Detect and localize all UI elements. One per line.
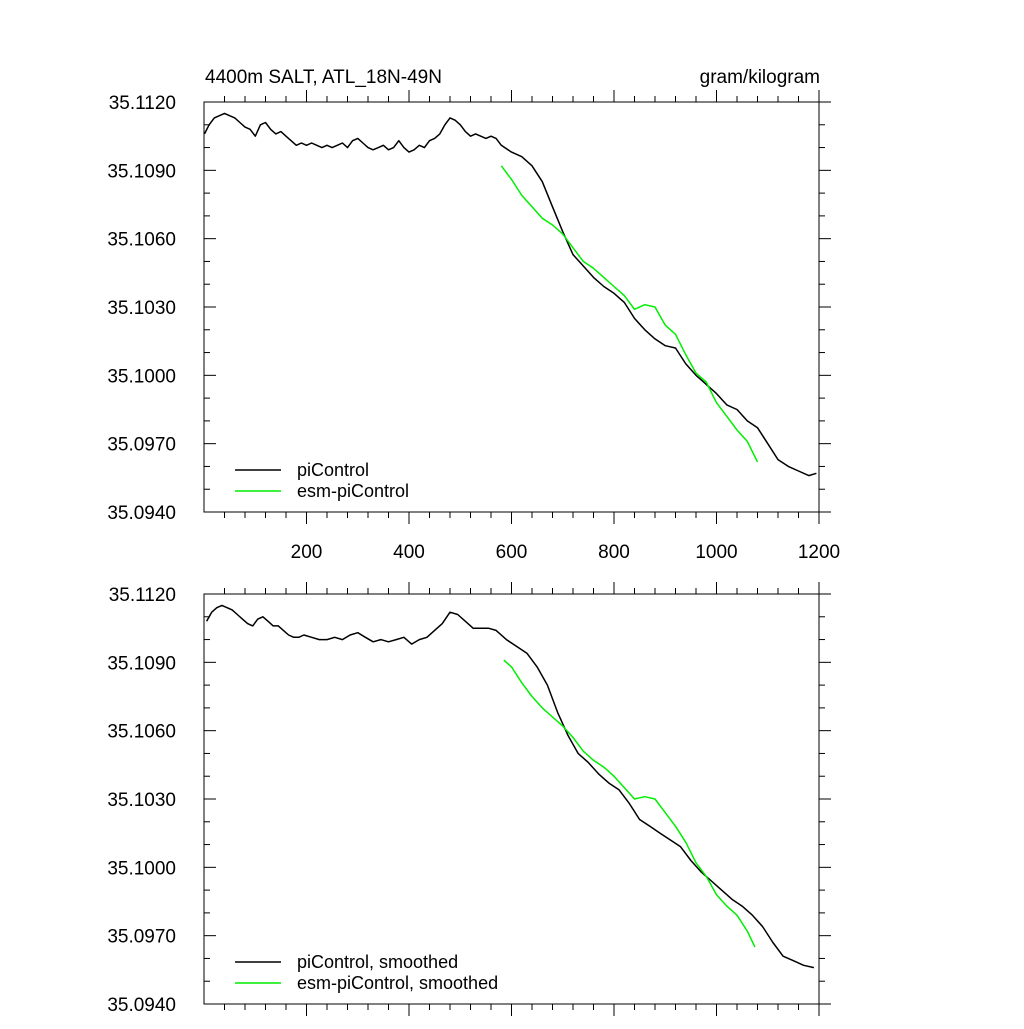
y-tick-label: 35.1060 xyxy=(107,722,176,743)
y-tick-label: 35.1030 xyxy=(107,790,176,811)
legend-label: piControl, smoothed xyxy=(297,952,458,972)
chart-panel-1: 4400m SALT, ATL_18N-49N gram/kilogram 200 4… xyxy=(107,67,840,563)
units-label: gram/kilogram xyxy=(700,67,820,88)
chart-panel-2: 35.1120 35.1090 35.1060 35.1030 35.1000 35.09… xyxy=(107,582,831,1016)
y-tick-label: 35.1120 xyxy=(109,93,176,114)
legend-label: esm-piControl, smoothed xyxy=(297,973,498,993)
y-tick-label: 35.1090 xyxy=(107,653,176,674)
x-tick-label: 1200 xyxy=(798,542,840,563)
x-tick-label: 1000 xyxy=(695,542,737,563)
y-tick-label: 35.0940 xyxy=(107,503,176,524)
legend-label: esm-piControl xyxy=(297,481,409,501)
y-tick-label: 35.0940 xyxy=(107,995,176,1016)
series-line-picontrol-smoothed xyxy=(205,604,815,969)
y-tick-label: 35.1030 xyxy=(107,298,176,319)
series-line-esm-picontrol xyxy=(500,165,759,463)
y-tick-label: 35.1000 xyxy=(107,858,176,879)
x-tick-label: 800 xyxy=(598,542,630,563)
y-tick-label: 35.0970 xyxy=(107,927,176,948)
y-tick-label: 35.1090 xyxy=(107,161,176,182)
plot-frame xyxy=(203,593,820,1005)
x-tick-label: 600 xyxy=(496,542,528,563)
x-tick-label: 400 xyxy=(393,542,425,563)
series-line-picontrol xyxy=(203,112,817,477)
y-tick-label: 35.1000 xyxy=(107,366,176,387)
chart-title: 4400m SALT, ATL_18N-49N xyxy=(205,67,442,88)
y-tick-label: 35.1120 xyxy=(109,585,176,606)
legend-label: piControl xyxy=(297,460,369,480)
series-line-esm-picontrol-smoothed xyxy=(503,659,756,948)
x-tick-label: 200 xyxy=(291,542,323,563)
y-tick-label: 35.0970 xyxy=(107,435,176,456)
y-tick-label: 35.1060 xyxy=(107,230,176,251)
plot-frame xyxy=(203,101,820,513)
